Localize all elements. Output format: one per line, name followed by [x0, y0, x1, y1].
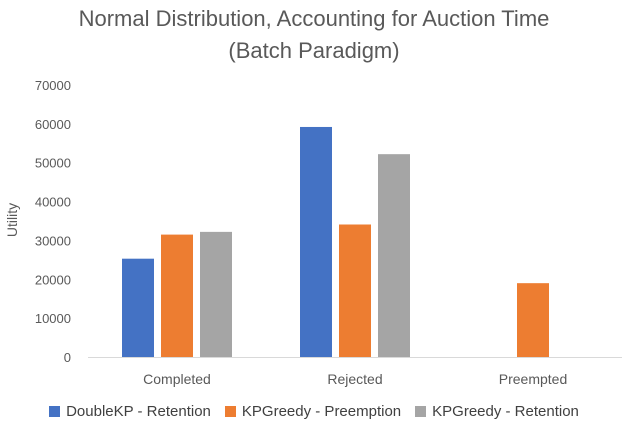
legend-item-doublekp-retention: DoubleKP - Retention — [49, 403, 211, 420]
bar-kpgreedy-preemption-preempted — [517, 283, 549, 357]
legend-item-kpgreedy-preemption: KPGreedy - Preemption — [224, 403, 402, 420]
y-tick-label: 60000 — [35, 117, 71, 132]
y-tick-label: 70000 — [35, 78, 71, 93]
y-tick-label: 40000 — [35, 195, 71, 210]
bar-kpgreedy-retention-completed — [200, 231, 232, 357]
bar-kpgreedy-preemption-rejected — [339, 224, 371, 357]
y-tick-label: 30000 — [35, 233, 71, 248]
legend-label-kpgreedy-retention: KPGreedy - Retention — [432, 403, 579, 420]
y-tick-label: 10000 — [35, 311, 71, 326]
x-category-label: Completed — [143, 371, 211, 387]
legend-swatch-kpgreedy-retention — [415, 406, 427, 417]
chart-subtitle: (Batch Paradigm) — [228, 38, 400, 63]
y-tick-label: 0 — [64, 350, 71, 365]
bar-doublekp-retention-rejected — [300, 126, 332, 357]
bar-kpgreedy-preemption-completed — [161, 234, 193, 357]
bar-kpgreedy-retention-rejected — [378, 154, 410, 357]
y-tick-label: 20000 — [35, 272, 71, 287]
y-tick-label: 50000 — [35, 156, 71, 171]
legend-label-kpgreedy-preemption: KPGreedy - Preemption — [241, 403, 402, 420]
legend-swatch-doublekp-retention — [49, 406, 61, 417]
legend-label-doublekp-retention: DoubleKP - Retention — [66, 403, 211, 420]
chart-legend: DoubleKP - Retention KPGreedy - Preempti… — [0, 403, 628, 420]
x-category-label: Preempted — [499, 371, 567, 387]
legend-item-kpgreedy-retention: KPGreedy - Retention — [415, 403, 579, 420]
bar-doublekp-retention-completed — [122, 258, 154, 357]
legend-swatch-kpgreedy-preemption — [224, 406, 236, 417]
x-category-label: Rejected — [327, 371, 382, 387]
chart-title: Normal Distribution, Accounting for Auct… — [78, 6, 550, 31]
